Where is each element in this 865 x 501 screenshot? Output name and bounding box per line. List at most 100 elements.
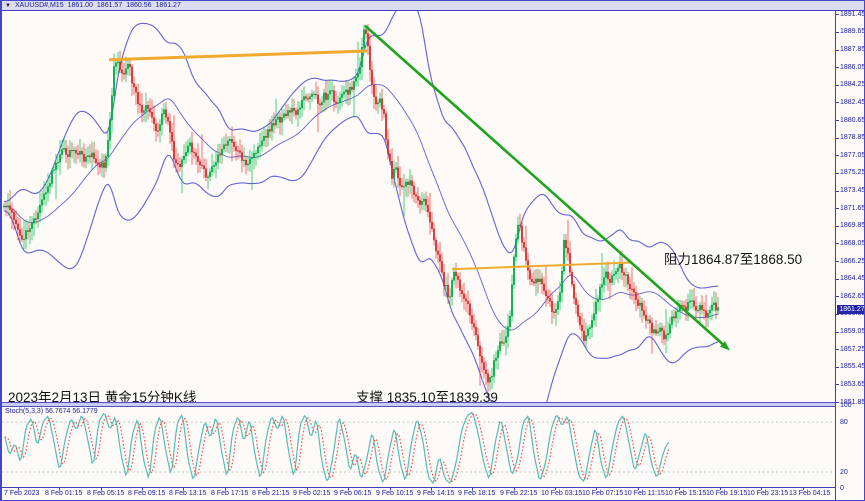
stoch-signal-line (4, 413, 670, 483)
time-axis-label: 10 Feb 07:15 (582, 490, 624, 497)
price-axis-label: 1857.25 (840, 346, 865, 353)
time-axis-tick (596, 487, 597, 490)
time-axis-label: 10 Feb 11:15 (624, 490, 665, 497)
time-axis-tick (183, 487, 184, 490)
time-axis-label: 8 Feb 05:15 (87, 490, 125, 497)
time-axis-tick (348, 487, 349, 490)
price-axis-tick (836, 85, 839, 86)
resistance-annotation: 阻力1864.87至1868.50 (664, 252, 803, 267)
time-axis-separator (2, 487, 835, 488)
price-axis-tick (836, 332, 839, 333)
price-axis-tick (836, 67, 839, 68)
price-axis-label: 1866.25 (840, 258, 865, 265)
price-axis-tick (836, 32, 839, 33)
time-axis-tick (431, 487, 432, 490)
time-axis-tick (803, 487, 804, 490)
price-axis-label: 1891.45 (840, 11, 865, 18)
time-axis-tick (266, 487, 267, 490)
time-axis[interactable]: 7 Feb 2023 8 Feb 01:15 8 Feb 05:15 8 Feb 09… (2, 487, 835, 500)
price-axis-tick (836, 155, 839, 156)
time-axis-label: 9 Feb 10:15 (376, 490, 414, 497)
time-axis-tick (307, 487, 308, 490)
time-axis-label: 9 Feb 14:15 (417, 490, 455, 497)
low-value: 1860.56 (126, 2, 152, 9)
price-axis-tick (836, 226, 839, 227)
price-axis-label: 1873.45 (840, 187, 865, 194)
time-axis-label: 8 Feb 21:15 (252, 490, 290, 497)
time-axis-label: 10 Feb 15:15 (665, 490, 707, 497)
time-axis-tick (142, 487, 143, 490)
time-axis-label: 13 Feb 04:15 (789, 490, 831, 497)
price-axis-label: 1855.45 (840, 363, 865, 370)
chart-title-bar: ▼ XAUUSD#,M15 1861.00 1861.57 1860.56 18… (2, 0, 864, 11)
price-axis-label: 1864.45 (840, 275, 865, 282)
stoch-scale-label: 100 (840, 402, 852, 409)
price-axis-label: 1880.65 (840, 117, 865, 124)
price-axis-tick (836, 367, 839, 368)
time-axis-tick (638, 487, 639, 490)
price-axis-tick (836, 243, 839, 244)
high-value: 1861.57 (96, 2, 123, 9)
price-axis-tick (836, 261, 839, 262)
time-axis-tick (101, 487, 102, 490)
trend-line[interactable] (364, 24, 730, 351)
stoch-gridlines (2, 421, 835, 473)
price-axis-label: 1875.25 (840, 169, 865, 176)
stoch-signal-value: 56.1779 (72, 408, 98, 415)
price-axis-tick (836, 296, 839, 297)
time-axis-label: 8 Feb 01:15 (45, 490, 83, 497)
support-annotation: 支撑 1835.10至1839.39 (356, 390, 498, 405)
time-axis-label: 8 Feb 13:15 (169, 490, 207, 497)
open-value: 1861.00 (67, 2, 93, 9)
time-axis-tick (514, 487, 515, 490)
date-annotation: 2023年2月13日 黄金15分钟K线 (8, 390, 197, 405)
time-axis-tick (679, 487, 680, 490)
time-axis-tick (59, 487, 60, 490)
price-axis-label: 1878.85 (840, 134, 865, 141)
resistance-line-2[interactable] (451, 261, 633, 271)
time-axis-label: 9 Feb 22:15 (500, 490, 538, 497)
time-axis-label: 9 Feb 18:15 (458, 490, 496, 497)
collapse-icon[interactable]: ▼ (5, 2, 11, 9)
price-axis[interactable]: 1891.45 1889.65 1887.85 1886.05 1884.25 1882.… (835, 11, 865, 500)
time-axis-label: 9 Feb 02:15 (293, 490, 331, 497)
price-axis-tick (836, 14, 839, 15)
price-axis-tick (836, 314, 839, 315)
stoch-main-value: 56.7674 (45, 408, 71, 415)
price-axis-tick (836, 349, 839, 350)
price-axis-tick (836, 402, 839, 403)
price-axis-tick (836, 384, 839, 385)
bollinger-bands (3, 11, 719, 402)
stoch-main-line (4, 411, 670, 485)
symbol-timeframe-label: XAUUSD#,M15 (14, 2, 64, 9)
price-axis-label: 1851.85 (840, 399, 865, 406)
time-axis-tick (472, 487, 473, 490)
candles (3, 24, 719, 392)
price-axis-label: 1859.05 (840, 328, 865, 335)
current-price-box: 1861.27 (837, 305, 864, 314)
price-axis-label: 1886.05 (840, 64, 865, 71)
price-axis-label: 1882.45 (840, 99, 865, 106)
price-axis-tick (836, 50, 839, 51)
stoch-scale-label: 0 (840, 485, 844, 492)
time-axis-label: 8 Feb 09:15 (128, 490, 166, 497)
pane-separator[interactable] (2, 402, 835, 407)
price-axis-label: 1887.85 (840, 46, 865, 53)
price-axis-tick (836, 102, 839, 103)
stoch-scale-label: 20 (840, 469, 848, 476)
price-axis-label: 1868.05 (840, 240, 865, 247)
time-axis-tick (390, 487, 391, 490)
close-value: 1861.27 (155, 2, 181, 9)
price-axis-label: 1877.05 (840, 152, 865, 159)
price-axis-label: 1869.85 (840, 222, 865, 229)
price-axis-label: 1871.65 (840, 205, 865, 212)
price-axis-label: 1853.65 (840, 381, 865, 388)
time-axis-tick (720, 487, 721, 490)
price-axis-tick (836, 208, 839, 209)
time-axis-label: 8 Feb 17:15 (211, 490, 249, 497)
time-axis-label: 10 Feb 19:15 (706, 490, 748, 497)
resistance-line-1[interactable] (108, 49, 368, 62)
